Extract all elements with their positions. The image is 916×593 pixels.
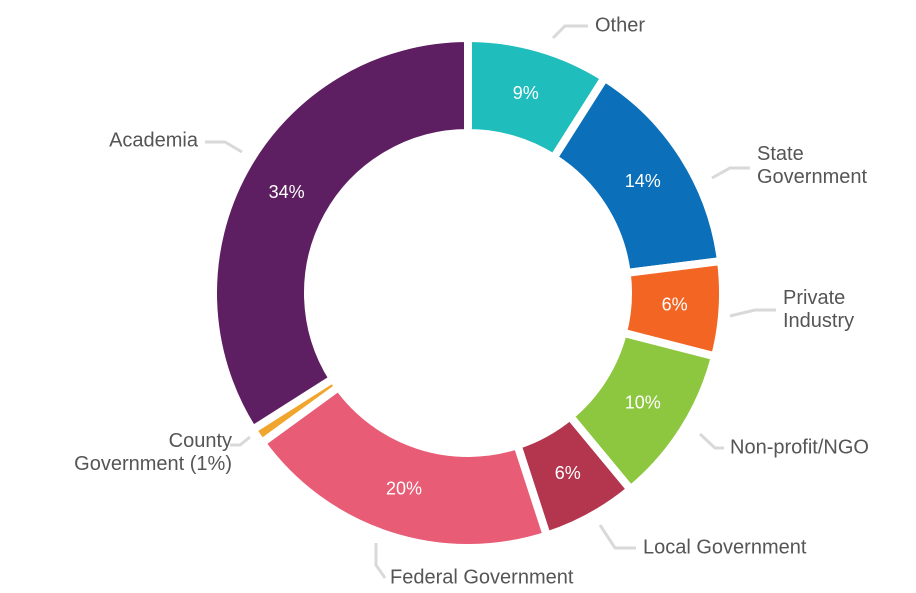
leader-line: [551, 24, 588, 40]
category-label: Federal Government: [390, 566, 574, 588]
value-label: 6%: [662, 295, 688, 315]
value-label: 6%: [555, 463, 581, 483]
leader-line: [230, 435, 251, 447]
value-label: 34%: [269, 182, 305, 202]
category-label: State Government: [757, 143, 867, 188]
category-label: Academia: [109, 129, 199, 151]
category-label: Local Government: [643, 536, 807, 558]
donut-segment: [209, 33, 472, 436]
value-label: 20%: [386, 479, 422, 499]
leader-line: [698, 432, 724, 450]
leader-line: [729, 308, 776, 318]
leader-line: [374, 543, 387, 579]
leader-line: [205, 140, 243, 154]
donut-segment: [256, 381, 552, 552]
value-label: 10%: [625, 393, 661, 413]
value-label: 9%: [513, 83, 539, 103]
leader-line: [711, 166, 750, 180]
category-label: Non-profit/NGO: [730, 436, 869, 458]
category-label: Private Industry: [783, 287, 854, 332]
category-label: County Government (1%): [74, 430, 232, 475]
leader-line: [598, 524, 636, 550]
category-label: Other: [595, 14, 645, 36]
value-label: 14%: [625, 171, 661, 191]
